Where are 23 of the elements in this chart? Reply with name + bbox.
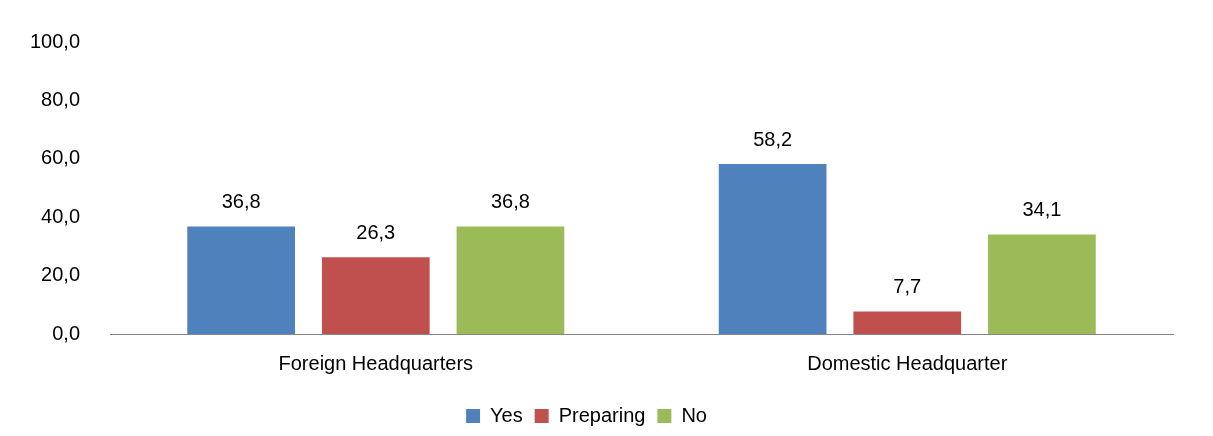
data-label: 36,8	[490, 190, 530, 213]
y-tick-label: 80,0	[41, 87, 81, 110]
y-tick-label: 0,0	[52, 321, 81, 344]
data-label: 34,1	[1022, 197, 1062, 220]
data-label: 26,3	[356, 220, 396, 243]
bar	[988, 234, 1096, 334]
legend-label: No	[681, 403, 707, 426]
bar	[456, 226, 565, 334]
data-label: 58,2	[753, 127, 793, 150]
bar	[187, 226, 295, 334]
legend-label: Preparing	[558, 403, 646, 426]
y-tick-label: 100,0	[29, 29, 81, 52]
data-label: 36,8	[221, 190, 261, 213]
y-tick-label: 60,0	[41, 146, 81, 169]
bar	[718, 164, 827, 334]
y-tick-label: 20,0	[41, 263, 81, 286]
legend-label: Yes	[490, 403, 523, 426]
bar	[853, 311, 962, 334]
x-tick-label: Domestic Headquarter	[807, 351, 1008, 374]
data-label: 7,7	[893, 275, 922, 298]
x-tick-label: Foreign Headquarters	[278, 351, 474, 374]
y-tick-label: 40,0	[41, 204, 81, 227]
bar	[321, 257, 430, 334]
